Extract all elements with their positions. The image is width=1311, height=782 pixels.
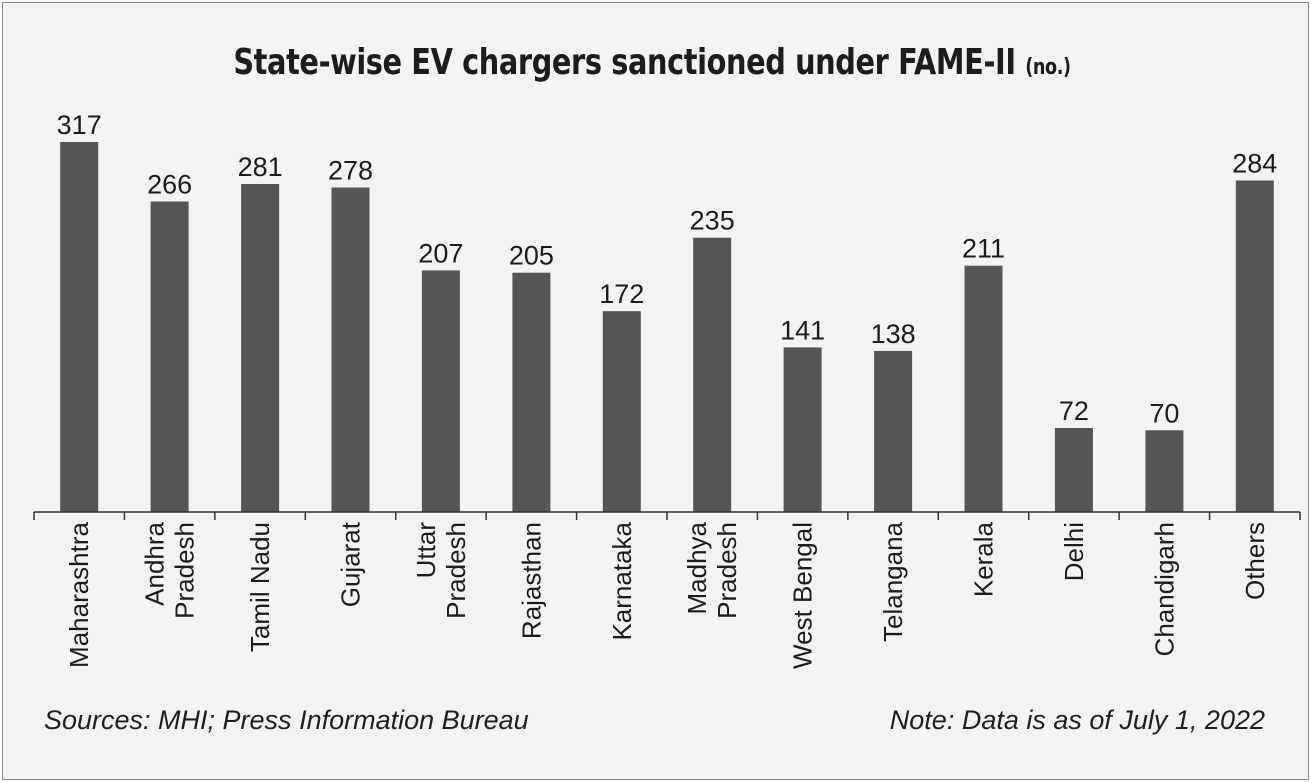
bar bbox=[1145, 430, 1184, 512]
value-labels-layer: 317 266 281 278 207 205 172 235 141 138 211 72 70 284 bbox=[57, 110, 1278, 428]
bar bbox=[783, 347, 822, 512]
date-note: Note: Data is as of July 1, 2022 bbox=[889, 705, 1265, 735]
category-label-line: Telangana bbox=[878, 521, 908, 642]
chart-title: State-wise EV chargers sanctioned under … bbox=[130, 42, 1174, 83]
bar-value-label: 138 bbox=[871, 319, 916, 349]
category-label-line: Delhi bbox=[1059, 522, 1089, 581]
category-label-line: Maharashtra bbox=[64, 521, 94, 667]
category-label-line: Pradesh bbox=[170, 522, 200, 619]
category-label-line: Kerala bbox=[969, 521, 999, 597]
category-label: Tamil Nadu bbox=[245, 522, 275, 652]
category-label: Chandigarh bbox=[1149, 522, 1179, 656]
bar bbox=[241, 184, 280, 512]
category-label-line: Tamil Nadu bbox=[245, 522, 275, 652]
category-label: Rajasthan bbox=[516, 522, 546, 639]
bar-value-label: 281 bbox=[238, 152, 283, 182]
category-label-line: Others bbox=[1240, 522, 1270, 600]
category-label-line: Gujarat bbox=[336, 521, 366, 607]
bar bbox=[331, 187, 370, 512]
bar-value-label: 72 bbox=[1059, 396, 1089, 426]
bar bbox=[512, 272, 551, 512]
category-label: Telangana bbox=[878, 521, 908, 642]
bar bbox=[1054, 428, 1093, 512]
category-label: Gujarat bbox=[336, 521, 366, 607]
chart-title-unit: (no.) bbox=[1025, 55, 1071, 80]
bar-value-label: 266 bbox=[147, 170, 192, 200]
bars-layer bbox=[60, 142, 1274, 512]
x-ticks-layer bbox=[33, 512, 1301, 520]
bar bbox=[964, 265, 1003, 512]
category-label: Maharashtra bbox=[64, 521, 94, 667]
chart-title-text: State-wise EV chargers sanctioned under … bbox=[233, 42, 1016, 83]
bar bbox=[693, 237, 732, 512]
bar-value-label: 172 bbox=[599, 279, 644, 309]
bar-value-label: 235 bbox=[690, 206, 735, 236]
bar bbox=[602, 311, 641, 512]
category-label: Others bbox=[1240, 522, 1270, 600]
bar bbox=[421, 270, 460, 512]
bar-value-label: 211 bbox=[962, 234, 1005, 264]
bar-value-label: 207 bbox=[418, 238, 463, 268]
bar-value-label: 141 bbox=[780, 315, 825, 345]
category-label: Delhi bbox=[1059, 522, 1089, 581]
category-labels-layer: Maharashtra Andhra Pradesh Tamil Nadu Gujara… bbox=[64, 521, 1270, 669]
bar-value-label: 278 bbox=[328, 156, 373, 186]
category-label: West Bengal bbox=[788, 522, 818, 669]
category-label: Uttar Pradesh bbox=[411, 522, 471, 619]
category-label-line: Rajasthan bbox=[516, 522, 546, 639]
bar bbox=[60, 142, 99, 512]
category-label-line: Madhya bbox=[682, 521, 712, 614]
category-label: Madhya Pradesh bbox=[682, 521, 742, 618]
bar-value-label: 205 bbox=[509, 241, 554, 271]
category-label-line: Pradesh bbox=[712, 522, 742, 619]
category-label-line: Uttar bbox=[411, 522, 441, 579]
category-label: Karnataka bbox=[607, 521, 637, 640]
category-label: Kerala bbox=[969, 521, 999, 597]
bar-value-label: 70 bbox=[1149, 398, 1179, 428]
category-label-line: Pradesh bbox=[441, 522, 471, 619]
category-label: Andhra Pradesh bbox=[140, 521, 200, 618]
source-note: Sources: MHI; Press Information Bureau bbox=[44, 705, 529, 735]
bar-value-label: 284 bbox=[1232, 149, 1277, 179]
category-label-line: West Bengal bbox=[788, 522, 818, 669]
bar bbox=[874, 350, 913, 512]
category-label-line: Andhra bbox=[140, 521, 170, 605]
category-label-line: Chandigarh bbox=[1149, 522, 1179, 656]
bar bbox=[1235, 180, 1274, 512]
category-label-line: Karnataka bbox=[607, 521, 637, 640]
bar-value-label: 317 bbox=[57, 110, 102, 140]
bar bbox=[150, 201, 189, 512]
